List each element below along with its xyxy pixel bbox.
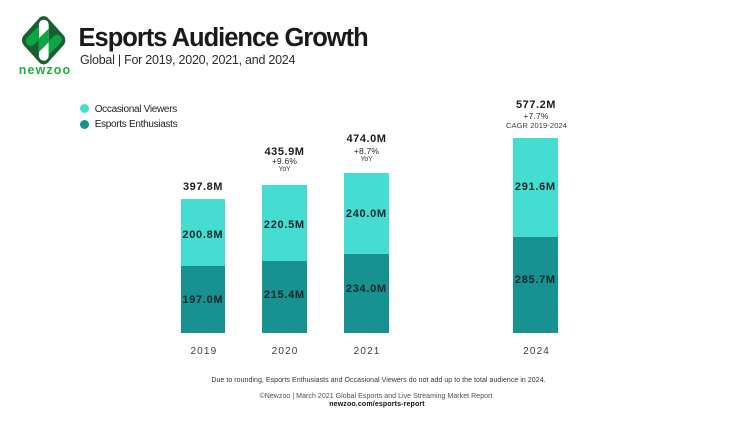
svg-text:newzoo: newzoo — [19, 63, 71, 77]
